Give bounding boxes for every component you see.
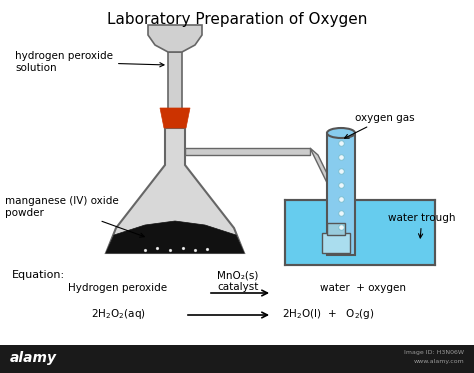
Polygon shape xyxy=(168,52,182,110)
Text: hydrogen peroxide
solution: hydrogen peroxide solution xyxy=(15,51,164,73)
Bar xyxy=(327,133,355,255)
Text: Image ID: H3N06W: Image ID: H3N06W xyxy=(404,350,464,355)
Text: water trough: water trough xyxy=(388,213,456,238)
Polygon shape xyxy=(148,25,202,52)
Text: oxygen gas: oxygen gas xyxy=(345,113,415,138)
Polygon shape xyxy=(332,193,340,240)
Bar xyxy=(322,233,350,253)
Bar xyxy=(0,345,474,373)
Polygon shape xyxy=(310,148,340,200)
Bar xyxy=(285,200,435,265)
Bar xyxy=(327,223,345,235)
Text: Hydrogen peroxide: Hydrogen peroxide xyxy=(68,283,168,293)
Text: 2H$_2$O(l)  +   O$_2$(g): 2H$_2$O(l) + O$_2$(g) xyxy=(282,307,374,321)
Polygon shape xyxy=(106,128,244,253)
Text: Laboratory Preparation of Oxygen: Laboratory Preparation of Oxygen xyxy=(107,12,367,27)
Polygon shape xyxy=(160,108,190,128)
Text: www.alamy.com: www.alamy.com xyxy=(413,359,464,364)
Polygon shape xyxy=(185,148,310,155)
Text: 2H$_2$O$_2$(aq): 2H$_2$O$_2$(aq) xyxy=(91,307,146,321)
Text: MnO₂(s)
catalyst: MnO₂(s) catalyst xyxy=(217,270,259,292)
Polygon shape xyxy=(106,221,244,253)
Text: Equation:: Equation: xyxy=(12,270,65,280)
Ellipse shape xyxy=(327,128,355,138)
Text: alamy: alamy xyxy=(10,351,57,365)
Text: manganese (lV) oxide
powder: manganese (lV) oxide powder xyxy=(5,196,144,237)
Text: water  + oxygen: water + oxygen xyxy=(320,283,406,293)
